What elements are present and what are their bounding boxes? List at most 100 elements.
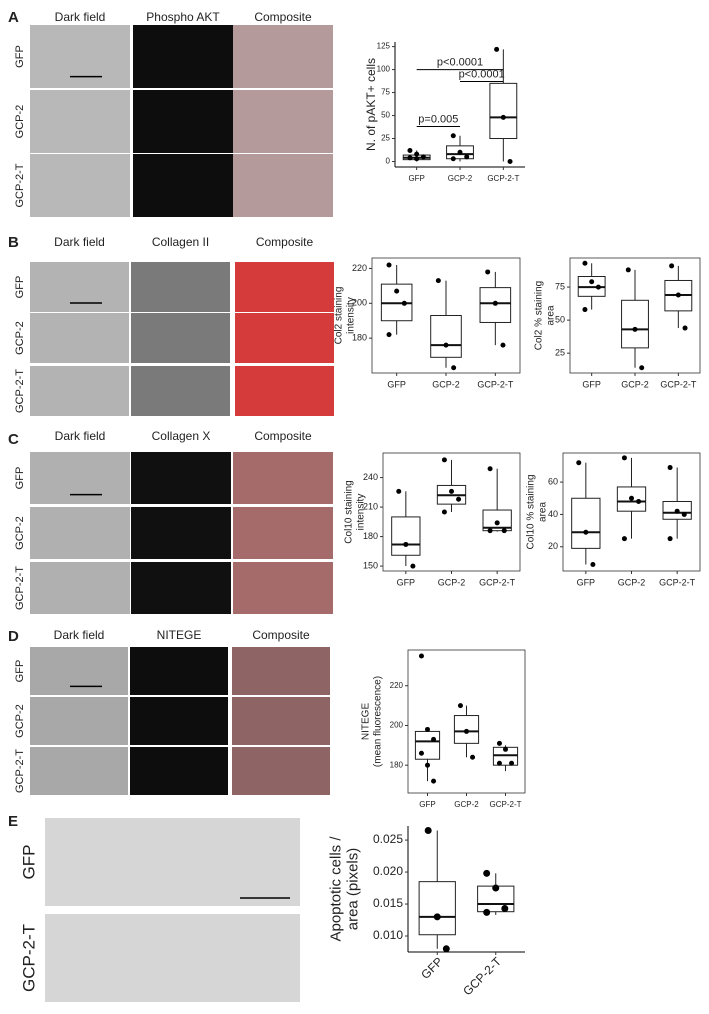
micrograph	[233, 90, 333, 153]
data-point	[425, 762, 430, 768]
micrograph	[45, 818, 300, 906]
y-axis-label: Col2 staining	[334, 287, 345, 345]
panel-letter: D	[8, 628, 19, 645]
data-point	[431, 778, 437, 784]
micrograph	[233, 25, 333, 88]
micrograph	[232, 747, 330, 795]
micrograph	[131, 562, 231, 614]
box	[571, 497, 601, 549]
micrograph	[233, 154, 333, 217]
y-tick-label: 50	[381, 111, 390, 120]
y-axis-label: Col10 % staining	[526, 474, 537, 549]
data-point	[470, 754, 476, 760]
data-point	[403, 541, 409, 547]
row-label: GCP-2	[14, 704, 26, 738]
micrograph	[30, 647, 128, 695]
data-point	[582, 260, 588, 266]
y-tick-label: 0.015	[373, 896, 403, 910]
panel-letter: C	[8, 431, 19, 448]
data-point	[449, 488, 454, 494]
row-label: GFP	[14, 660, 26, 683]
micrograph	[30, 313, 129, 363]
data-point	[424, 826, 432, 834]
x-tick-label: GCP-2-T	[487, 174, 519, 183]
data-point	[410, 563, 416, 569]
data-point	[433, 913, 441, 921]
data-point	[492, 300, 498, 306]
box	[391, 516, 421, 556]
y-axis-label: Apoptotic cells /	[327, 836, 344, 942]
micrograph	[30, 507, 130, 559]
data-point	[667, 536, 673, 542]
column-header: Dark field	[55, 10, 106, 24]
row-label: GFP	[19, 845, 38, 880]
data-point	[507, 158, 513, 164]
column-header: Composite	[256, 235, 314, 249]
data-point	[450, 133, 456, 139]
x-tick-label: GFP	[577, 577, 596, 587]
panel-letter: E	[8, 813, 18, 830]
data-point	[396, 488, 402, 494]
data-point	[443, 342, 449, 348]
micrograph	[30, 747, 128, 795]
data-point	[435, 278, 441, 284]
data-point	[456, 496, 462, 502]
data-point	[407, 147, 413, 153]
row-label: GCP-2-T	[19, 924, 38, 992]
data-point	[464, 728, 469, 734]
data-point	[681, 511, 687, 517]
micrograph	[232, 697, 330, 745]
data-point	[494, 520, 500, 526]
data-point	[414, 151, 420, 157]
data-point	[636, 498, 642, 504]
micrograph	[131, 262, 230, 312]
data-point	[418, 750, 424, 756]
y-tick-label: 180	[390, 760, 404, 769]
data-point	[501, 528, 507, 534]
data-point	[500, 342, 506, 348]
y-tick-label: 200	[390, 721, 404, 730]
y-axis-label: intensity	[346, 297, 357, 334]
y-axis-label: N. of pAKT+ cells	[364, 58, 378, 151]
data-point	[639, 365, 645, 371]
micrograph	[30, 697, 128, 745]
data-point	[441, 457, 447, 463]
data-point	[487, 466, 493, 472]
micrograph	[235, 366, 334, 416]
data-point	[675, 292, 681, 298]
micrograph	[131, 366, 230, 416]
data-point	[457, 703, 463, 709]
y-tick-label: 20	[548, 541, 558, 551]
data-point	[509, 760, 515, 766]
y-tick-label: 100	[377, 65, 391, 74]
micrograph	[133, 25, 233, 88]
y-tick-label: 25	[381, 134, 390, 143]
data-point	[394, 288, 400, 294]
data-point	[457, 149, 463, 155]
y-tick-label: 0	[386, 157, 391, 166]
data-point	[496, 760, 502, 766]
data-point	[420, 154, 426, 160]
row-label: GCP-2	[14, 516, 26, 550]
x-tick-label: GFP	[397, 577, 416, 587]
row-label: GCP-2-T	[14, 163, 26, 207]
x-tick-label: GCP-2-T	[477, 379, 514, 389]
micrograph	[133, 90, 233, 153]
y-axis-label: NITEGE	[361, 703, 372, 741]
row-label: GCP-2	[14, 321, 26, 355]
data-point	[621, 536, 627, 542]
y-tick-label: 210	[363, 501, 378, 511]
data-point	[401, 300, 407, 306]
annotation: p<0.0001	[459, 68, 505, 80]
row-label: GCP-2	[14, 105, 26, 139]
y-tick-label: 150	[363, 560, 378, 570]
data-point	[589, 279, 595, 285]
data-point	[503, 746, 508, 752]
data-point	[483, 908, 491, 916]
panel-letter: A	[8, 9, 19, 26]
micrograph	[133, 154, 233, 217]
y-tick-label: 240	[363, 472, 378, 482]
row-label: GFP	[14, 467, 26, 490]
micrograph	[30, 25, 130, 88]
